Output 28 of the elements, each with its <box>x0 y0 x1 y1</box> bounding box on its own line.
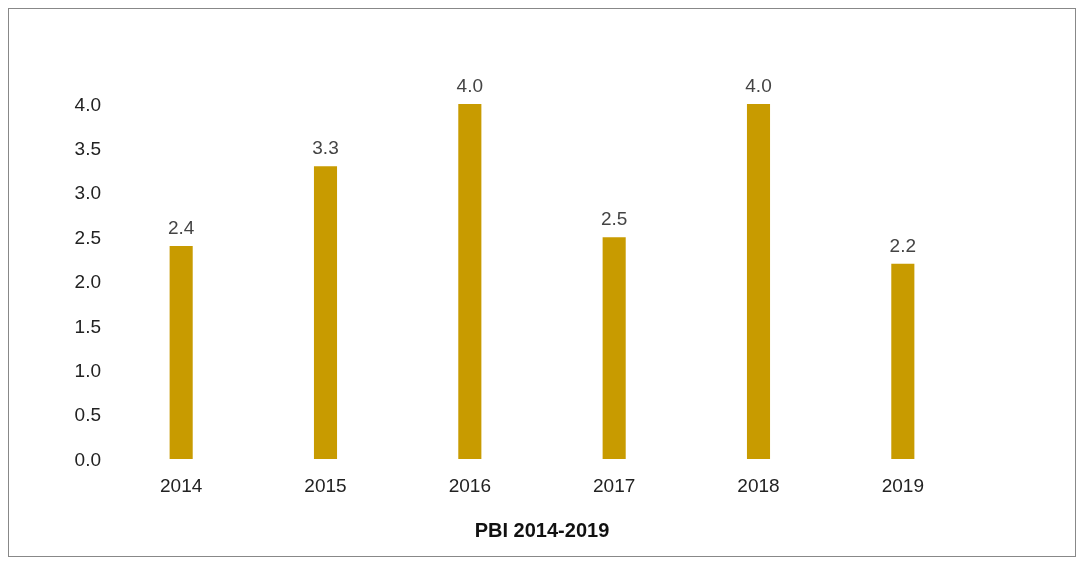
bar <box>891 263 915 459</box>
y-tick-label: 1.0 <box>74 359 101 381</box>
bar <box>746 104 771 459</box>
x-tick-label: 2017 <box>593 475 636 497</box>
bar <box>313 166 338 459</box>
data-label: 3.3 <box>312 137 339 159</box>
y-tick-label: 2.0 <box>74 271 101 293</box>
data-label: 2.2 <box>889 234 917 256</box>
bar <box>458 104 482 459</box>
x-tick-label: 2015 <box>304 475 347 497</box>
x-tick-label: 2014 <box>160 475 203 497</box>
y-tick-label: 2.5 <box>74 226 101 248</box>
bar <box>169 246 193 459</box>
data-label: 2.4 <box>167 217 195 238</box>
x-tick-label: 2018 <box>737 475 780 497</box>
y-tick-label: 0.5 <box>74 404 101 426</box>
data-label: 4.0 <box>745 75 772 96</box>
y-tick-label: 1.5 <box>74 315 101 337</box>
y-tick-label: 3.0 <box>74 182 101 204</box>
x-tick-label: 2016 <box>448 475 491 497</box>
y-tick-label: 4.0 <box>74 93 101 115</box>
x-tick-label: 2019 <box>881 475 924 497</box>
text: PBI 2014-2019 <box>473 519 611 542</box>
y-tick-label: 3.5 <box>74 138 101 160</box>
y-tick-label: 0.0 <box>74 448 101 470</box>
data-label: 4.0 <box>456 75 484 96</box>
bar <box>602 237 626 459</box>
data-label: 2.5 <box>600 208 628 230</box>
